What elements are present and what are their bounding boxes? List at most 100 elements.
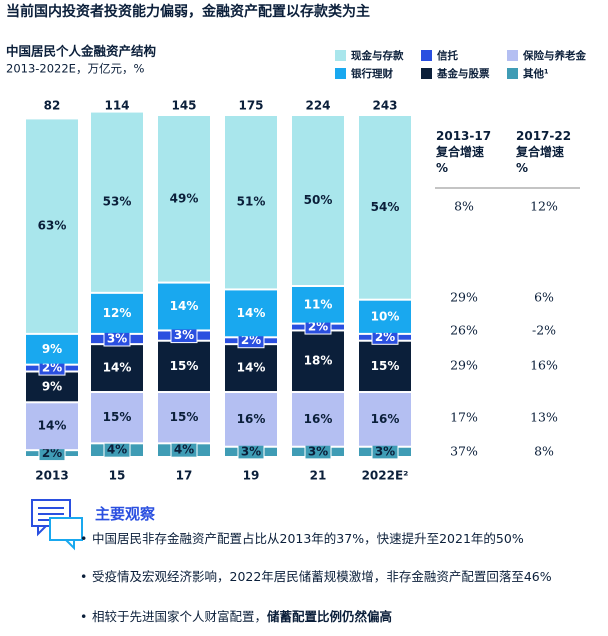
cagr-value: -2%	[532, 323, 556, 338]
observation-bullet: 中国居民非存金融资产配置占比从2013年的37%，快速提升至2021年的50%	[80, 530, 572, 548]
legend-swatch	[507, 50, 518, 61]
value-label: 3%	[241, 444, 261, 458]
bar-segment	[26, 119, 78, 333]
total-label: 224	[305, 99, 330, 113]
table-header: 2017-22 复合增速%	[515, 129, 571, 175]
legend-swatch	[507, 68, 518, 79]
cagr-value: 26%	[450, 323, 478, 338]
observation-bullet: 受疫情及宏观经济影响，2022年居民储蓄规模激增，非存金融资产配置回落至46%	[80, 568, 572, 586]
bar-segment	[91, 293, 143, 333]
table-header-line: %	[516, 161, 528, 175]
cagr-value: 8%	[534, 444, 554, 459]
x-tick-label: 2013	[35, 469, 68, 483]
value-label: 4%	[107, 443, 127, 457]
cagr-value: 6%	[534, 290, 554, 305]
table-header-line: 2013-17	[436, 129, 491, 143]
label-box	[103, 442, 131, 458]
value-label: 10%	[371, 309, 400, 323]
observation-bullet: 相较于先进国家个人财富配置，储蓄配置比例仍然偏高	[80, 608, 572, 626]
observation-icon	[31, 499, 83, 551]
value-label: 2%	[308, 320, 328, 334]
value-label: 50%	[304, 193, 333, 207]
legend-label: 信托	[437, 49, 458, 62]
bar-segment	[225, 393, 277, 446]
bar-segment	[225, 345, 277, 392]
value-label: 9%	[42, 379, 62, 393]
value-label: 15%	[170, 359, 199, 373]
value-label: 4%	[174, 443, 194, 457]
bar-segment	[359, 300, 411, 333]
x-tick-label: 17	[176, 469, 193, 483]
bar-segment	[26, 372, 78, 402]
value-label: 3%	[174, 328, 194, 342]
x-tick-label: 19	[243, 469, 260, 483]
total-label: 145	[171, 99, 196, 113]
cagr-value: 13%	[530, 410, 558, 425]
value-label: 14%	[170, 299, 199, 313]
label-box	[170, 442, 198, 458]
bar-segment	[91, 393, 143, 443]
bar-segment	[225, 116, 277, 289]
value-label: 16%	[371, 412, 400, 426]
cagr-value: 16%	[530, 358, 558, 373]
bar-segment	[91, 112, 143, 292]
bar-segment	[292, 393, 344, 446]
x-tick-label: 15	[109, 469, 126, 483]
value-label: 53%	[103, 195, 132, 209]
legend-swatch	[335, 68, 346, 79]
value-label: 15%	[170, 410, 199, 424]
value-label: 2%	[241, 333, 261, 347]
legend-swatch	[335, 50, 346, 61]
legend-label: 基金与股票	[436, 67, 490, 80]
bar-segment	[225, 290, 277, 337]
value-label: 3%	[375, 444, 395, 458]
total-label: 175	[238, 99, 263, 113]
value-label: 14%	[237, 306, 266, 320]
cagr-value: 29%	[450, 358, 478, 373]
value-label: 9%	[42, 342, 62, 356]
bar-segment	[292, 287, 344, 323]
bar-segment	[158, 283, 210, 330]
value-label: 3%	[308, 444, 328, 458]
value-label: 16%	[304, 412, 333, 426]
legend-swatch	[421, 50, 432, 61]
value-label: 15%	[371, 359, 400, 373]
table-header: 2013-17 复合增速%	[435, 129, 491, 175]
bar-segment	[158, 393, 210, 443]
value-label: 3%	[107, 332, 127, 346]
observations-title: 主要观察	[95, 505, 156, 523]
value-label: 14%	[38, 419, 67, 433]
bar-segment	[359, 116, 411, 299]
chart-title: 当前国内投资者投资能力偏弱，金融资产配置以存款类为主	[6, 3, 370, 20]
bar-segment	[292, 331, 344, 392]
cagr-value: 8%	[454, 199, 474, 214]
value-label: 15%	[103, 410, 132, 424]
value-label: 2%	[42, 361, 62, 375]
bar-segment	[292, 116, 344, 285]
value-label: 54%	[371, 200, 400, 214]
bar-segment	[91, 345, 143, 392]
table-header-line: 2017-22	[516, 129, 571, 143]
observation-emphasis: 储蓄配置比例仍然偏高	[267, 609, 393, 624]
total-label: 243	[372, 99, 397, 113]
total-label: 114	[104, 99, 129, 113]
value-label: 2%	[375, 330, 395, 344]
table-header-line: 复合增速	[435, 144, 484, 159]
value-label: 14%	[237, 361, 266, 375]
value-label: 18%	[304, 354, 333, 368]
bar-segment	[359, 341, 411, 392]
bar-segment	[26, 403, 78, 450]
legend-label: 现金与存款	[351, 49, 404, 62]
value-label: 63%	[38, 219, 67, 233]
value-label: 49%	[170, 191, 199, 205]
value-label: 2%	[42, 446, 62, 460]
total-label: 82	[44, 99, 61, 113]
bar-segment	[158, 116, 210, 282]
cagr-value: 37%	[450, 444, 478, 459]
x-tick-label: 2022E²	[362, 469, 409, 483]
value-label: 11%	[304, 297, 333, 311]
observation-text: 相较于先进国家个人财富配置，	[92, 609, 268, 624]
bar-segment	[359, 393, 411, 446]
legend-label: 银行理财	[351, 67, 393, 80]
